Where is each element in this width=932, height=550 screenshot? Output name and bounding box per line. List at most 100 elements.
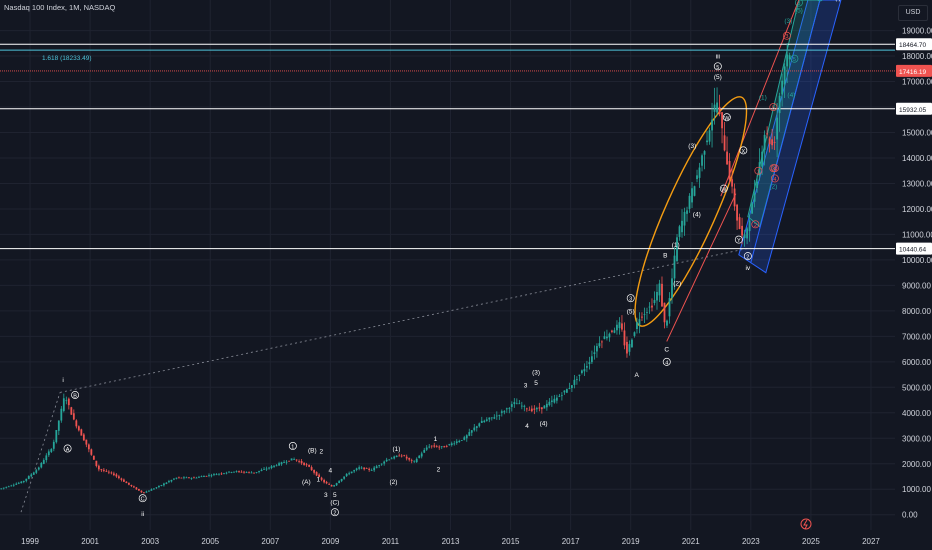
candle-body <box>423 449 426 453</box>
candle-body <box>168 481 170 483</box>
wave-label-circle <box>719 184 728 193</box>
candle-body <box>238 471 240 472</box>
candle-body <box>153 488 155 490</box>
candle-body <box>27 476 30 479</box>
wave-label: 2 <box>320 449 324 456</box>
wave-label: 4 <box>773 177 776 183</box>
price-tag-label: 18464.70 <box>899 42 926 49</box>
candle-body <box>130 484 133 487</box>
candle-body <box>748 220 751 232</box>
candle-body <box>250 472 253 474</box>
price-tick-label: 5000.00 <box>902 383 931 392</box>
candle-body <box>107 471 110 473</box>
wave-label: 1 <box>434 436 438 443</box>
candle-body <box>588 362 591 365</box>
wave-label: (5) <box>795 8 803 15</box>
wave-label: (3) <box>688 143 696 150</box>
candle-body <box>275 465 278 467</box>
candle-body <box>781 80 784 95</box>
wave-label: 5 <box>772 106 775 112</box>
candle-body <box>530 408 533 412</box>
candle-body <box>280 462 283 465</box>
wave-label: W <box>724 116 730 122</box>
candle-body <box>2 487 5 489</box>
candle-body <box>210 475 213 477</box>
wave-label: 2 <box>333 511 336 517</box>
candle-body <box>448 444 451 445</box>
candle-body <box>158 485 160 488</box>
time-tick-label: 2009 <box>321 537 339 546</box>
candle-body <box>300 461 303 464</box>
wave-label-circle <box>751 220 760 229</box>
candle-body <box>365 468 368 469</box>
candle-body <box>678 226 681 237</box>
candle-body <box>305 464 308 466</box>
wave-label: (5) <box>714 74 722 81</box>
candle-body <box>783 66 786 85</box>
candle-body <box>67 398 70 406</box>
price-tick-label: 1000.00 <box>902 485 931 494</box>
candle-body <box>285 461 288 463</box>
fib-level-label: 1.618 (18233.49) <box>42 55 92 62</box>
wave-label-circle <box>330 508 339 517</box>
candle-body <box>405 456 408 459</box>
wave-label-circle <box>770 164 779 173</box>
candle-body <box>363 467 366 470</box>
candle-body <box>510 404 513 407</box>
candle-body <box>465 435 468 439</box>
price-axis-background <box>895 0 932 550</box>
candle-body <box>713 104 716 112</box>
candles <box>0 42 791 494</box>
candle-body <box>318 474 321 477</box>
wave-label: i <box>62 377 63 384</box>
price-tag-label: 10440.64 <box>899 247 926 254</box>
candle-body <box>22 480 25 483</box>
candle-body <box>550 400 553 402</box>
candle-body <box>533 408 536 410</box>
candle-body <box>310 467 313 471</box>
currency-button[interactable]: USD <box>898 5 928 21</box>
candle-body <box>498 415 501 416</box>
candle-body <box>228 471 230 473</box>
candle-body <box>415 458 418 463</box>
candle-body <box>480 420 483 423</box>
candle-body <box>515 403 518 405</box>
wave-label: 2 <box>754 223 757 229</box>
wave-label: C <box>141 497 145 503</box>
wave-label-circle <box>743 252 752 261</box>
candle-body <box>70 407 73 415</box>
candle-body <box>683 211 686 226</box>
candle-body <box>145 491 148 493</box>
candle-body <box>65 400 68 402</box>
candle-body <box>736 204 738 221</box>
price-tick-label: 6000.00 <box>902 358 931 367</box>
candle-body <box>165 482 168 484</box>
candle-body <box>723 135 726 151</box>
wave-label: 1 <box>291 444 294 450</box>
price-tick-label: 7000.00 <box>902 332 931 341</box>
candle-body <box>353 470 356 472</box>
candle-body <box>62 398 65 411</box>
price-tick-label: 17000.00 <box>902 78 932 87</box>
candle-body <box>613 330 616 333</box>
candle-body <box>348 473 351 475</box>
wave-label-circle <box>739 146 748 155</box>
candle-body <box>593 352 596 354</box>
candle-body <box>746 228 748 239</box>
price-tag-box <box>896 102 932 115</box>
wave-label-circle <box>713 62 722 71</box>
candle-body <box>475 426 478 429</box>
time-tick-label: 2003 <box>141 537 159 546</box>
wave-label: 4 <box>329 468 333 475</box>
candle-body <box>72 413 75 420</box>
candle-body <box>385 459 388 462</box>
candle-body <box>788 55 791 60</box>
wave-label: (4) <box>787 92 795 99</box>
wave-label: Y <box>737 238 741 244</box>
wave-label: (4) <box>693 212 701 219</box>
wave-label: (1) <box>392 446 400 453</box>
